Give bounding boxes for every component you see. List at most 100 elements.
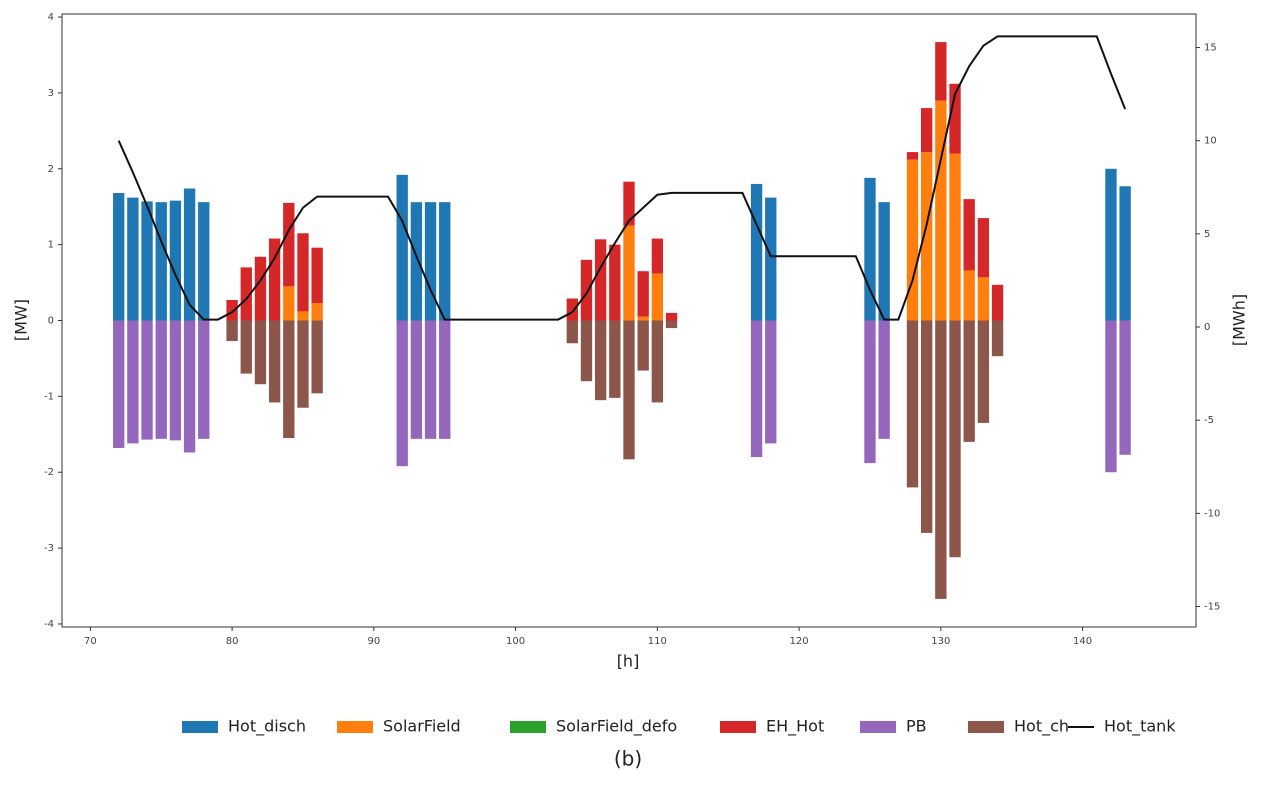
y-tick-label: -4 (44, 619, 54, 630)
legend-label: EH_Hot (766, 717, 824, 737)
legend-swatch (182, 721, 218, 733)
legend-label: Hot_tank (1104, 717, 1176, 737)
bar (750, 320, 763, 458)
x-tick-label: 110 (648, 636, 667, 647)
bar (254, 256, 267, 321)
plot-frame (61, 13, 1197, 628)
bar (183, 320, 196, 453)
bar (1119, 186, 1131, 321)
y-tick-label: 3 (48, 88, 54, 99)
bar (949, 320, 961, 558)
bar (977, 218, 990, 278)
bar (283, 320, 295, 439)
bar (878, 320, 890, 439)
bar (169, 320, 182, 441)
bar (609, 320, 621, 398)
x-tick-label: 120 (790, 636, 809, 647)
caption: (b) (614, 747, 642, 771)
legend-swatch (337, 721, 373, 733)
bar (949, 83, 961, 154)
bar (183, 188, 196, 321)
bar (765, 320, 777, 444)
bar (637, 316, 649, 321)
bar (127, 320, 139, 444)
legend-label: Hot_ch (1014, 717, 1069, 737)
bar (651, 320, 664, 403)
x-tick-label: 130 (931, 636, 950, 647)
x-tick-label: 80 (226, 636, 239, 647)
bar (750, 183, 763, 321)
y2-tick-label: 5 (1204, 229, 1210, 240)
bar (198, 202, 210, 321)
bar (283, 202, 295, 287)
bar (1105, 320, 1117, 473)
y-tick-label: 1 (48, 240, 54, 251)
bar (410, 320, 423, 439)
bar (439, 320, 451, 439)
bar (297, 233, 309, 312)
bar (906, 320, 919, 488)
bar (623, 225, 635, 321)
bar (283, 286, 295, 321)
bar (155, 202, 167, 321)
bar (977, 277, 990, 321)
y2-tick-label: -5 (1204, 415, 1214, 426)
bar (864, 320, 876, 464)
legend-label: SolarField (383, 717, 461, 736)
bar (991, 320, 1004, 357)
x-tick-label: 100 (506, 636, 525, 647)
y2-axis-label: [MWh] (1230, 294, 1249, 346)
bar (396, 320, 408, 467)
bar (864, 177, 876, 321)
bar (921, 108, 933, 153)
bar (1105, 168, 1117, 321)
bar (623, 320, 635, 460)
bar (977, 320, 990, 423)
bar (906, 152, 919, 160)
legend-swatch (860, 721, 896, 733)
bar (1119, 320, 1131, 455)
bar (113, 320, 125, 448)
line (117, 35, 1127, 321)
y-tick-label: -2 (44, 467, 54, 478)
legend-swatch (510, 721, 546, 733)
y-tick-label: -3 (44, 543, 54, 554)
y-axis-label: [MW] (12, 299, 31, 341)
legend-swatch (720, 721, 756, 733)
bar (921, 152, 933, 321)
bar (311, 320, 323, 394)
legend-label: SolarField_defo (556, 717, 677, 737)
bar (765, 197, 777, 321)
bar (268, 238, 281, 321)
bar (935, 100, 947, 321)
bar (254, 320, 267, 385)
bar (637, 320, 649, 371)
bar (878, 202, 890, 321)
y-tick-label: 0 (48, 316, 54, 327)
bar (169, 200, 182, 321)
bar (141, 201, 153, 321)
bar (226, 320, 238, 341)
x-axis-label: [h] (617, 652, 640, 671)
x-tick-label: 140 (1073, 636, 1092, 647)
bar (226, 300, 238, 321)
bar (963, 270, 975, 321)
bar (963, 320, 975, 442)
bar (637, 271, 649, 317)
bar (127, 197, 139, 321)
y2-tick-label: 15 (1204, 43, 1217, 54)
legend-label: Hot_disch (228, 717, 306, 737)
bar (297, 311, 309, 321)
bar (665, 320, 678, 329)
bar (424, 320, 437, 439)
y2-tick-label: -10 (1204, 508, 1220, 519)
bar (566, 320, 578, 344)
legend-swatch (968, 721, 1004, 733)
legend-label: PB (906, 717, 927, 736)
bar (651, 273, 664, 321)
bar (594, 239, 607, 321)
bar (651, 238, 664, 274)
bar (311, 303, 323, 321)
bar (991, 284, 1004, 321)
